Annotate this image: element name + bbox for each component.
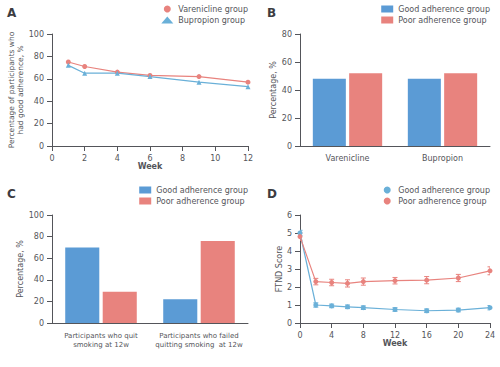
svg-text:Week: Week xyxy=(383,339,408,348)
svg-text:0: 0 xyxy=(297,331,302,340)
svg-text:12: 12 xyxy=(390,331,400,340)
svg-text:Poor adherence group: Poor adherence group xyxy=(398,16,486,25)
svg-text:20: 20 xyxy=(453,331,463,340)
svg-text:smoking at 12w: smoking at 12w xyxy=(73,341,129,349)
svg-text:0: 0 xyxy=(39,319,44,328)
svg-text:2: 2 xyxy=(82,154,87,163)
svg-text:0: 0 xyxy=(49,154,54,163)
svg-text:10: 10 xyxy=(210,154,220,163)
svg-text:80: 80 xyxy=(34,52,44,61)
svg-text:3: 3 xyxy=(287,265,292,274)
svg-text:Percentage of participants who: Percentage of participants who xyxy=(7,31,16,148)
svg-text:6: 6 xyxy=(147,154,152,163)
svg-text:Good adherence group: Good adherence group xyxy=(156,186,248,195)
svg-text:4: 4 xyxy=(115,154,120,163)
svg-text:60: 60 xyxy=(34,74,44,83)
svg-text:Percentage, %: Percentage, % xyxy=(269,61,278,119)
svg-text:C: C xyxy=(7,187,16,201)
svg-text:Varenicline group: Varenicline group xyxy=(178,5,248,14)
svg-text:8: 8 xyxy=(180,154,185,163)
svg-text:Week: Week xyxy=(138,162,163,171)
svg-text:4: 4 xyxy=(329,331,334,340)
svg-text:4: 4 xyxy=(287,247,292,256)
svg-text:Bupropion group: Bupropion group xyxy=(178,16,245,25)
svg-text:40: 40 xyxy=(34,97,44,106)
svg-text:D: D xyxy=(267,187,277,201)
svg-text:40: 40 xyxy=(282,86,292,95)
svg-text:Good adherence group: Good adherence group xyxy=(398,186,490,195)
svg-text:FTND Score: FTND Score xyxy=(275,246,284,293)
svg-text:24: 24 xyxy=(485,331,495,340)
svg-text:Percentage, %: Percentage, % xyxy=(16,240,25,298)
svg-text:0: 0 xyxy=(39,142,44,151)
svg-text:80: 80 xyxy=(34,232,44,241)
svg-text:Varenicline: Varenicline xyxy=(326,154,370,163)
svg-text:Bupropion: Bupropion xyxy=(422,154,463,163)
svg-text:Participants who failed: Participants who failed xyxy=(159,332,238,340)
svg-text:5: 5 xyxy=(287,229,292,238)
svg-text:Participants who quit: Participants who quit xyxy=(64,332,138,340)
svg-text:20: 20 xyxy=(282,114,292,123)
svg-text:60: 60 xyxy=(34,254,44,263)
svg-text:16: 16 xyxy=(422,331,432,340)
svg-text:B: B xyxy=(267,6,276,20)
svg-text:quitting smoking at 12w: quitting smoking at 12w xyxy=(155,341,243,349)
svg-text:8: 8 xyxy=(361,331,366,340)
svg-text:100: 100 xyxy=(29,30,44,39)
svg-text:40: 40 xyxy=(34,275,44,284)
svg-text:100: 100 xyxy=(29,211,44,220)
svg-text:had good adherence, %: had good adherence, % xyxy=(16,45,25,134)
svg-text:20: 20 xyxy=(34,297,44,306)
svg-text:12: 12 xyxy=(243,154,253,163)
svg-text:2: 2 xyxy=(287,283,292,292)
svg-text:Good adherence group: Good adherence group xyxy=(398,5,490,14)
svg-text:6: 6 xyxy=(287,211,292,220)
svg-text:Poor adherence group: Poor adherence group xyxy=(156,197,244,206)
svg-text:A: A xyxy=(7,6,17,20)
svg-text:0: 0 xyxy=(287,142,292,151)
svg-text:0: 0 xyxy=(287,319,292,328)
svg-text:20: 20 xyxy=(34,119,44,128)
svg-text:1: 1 xyxy=(287,301,292,310)
svg-text:60: 60 xyxy=(282,58,292,67)
svg-text:80: 80 xyxy=(282,30,292,39)
svg-text:Poor adherence group: Poor adherence group xyxy=(398,197,486,206)
